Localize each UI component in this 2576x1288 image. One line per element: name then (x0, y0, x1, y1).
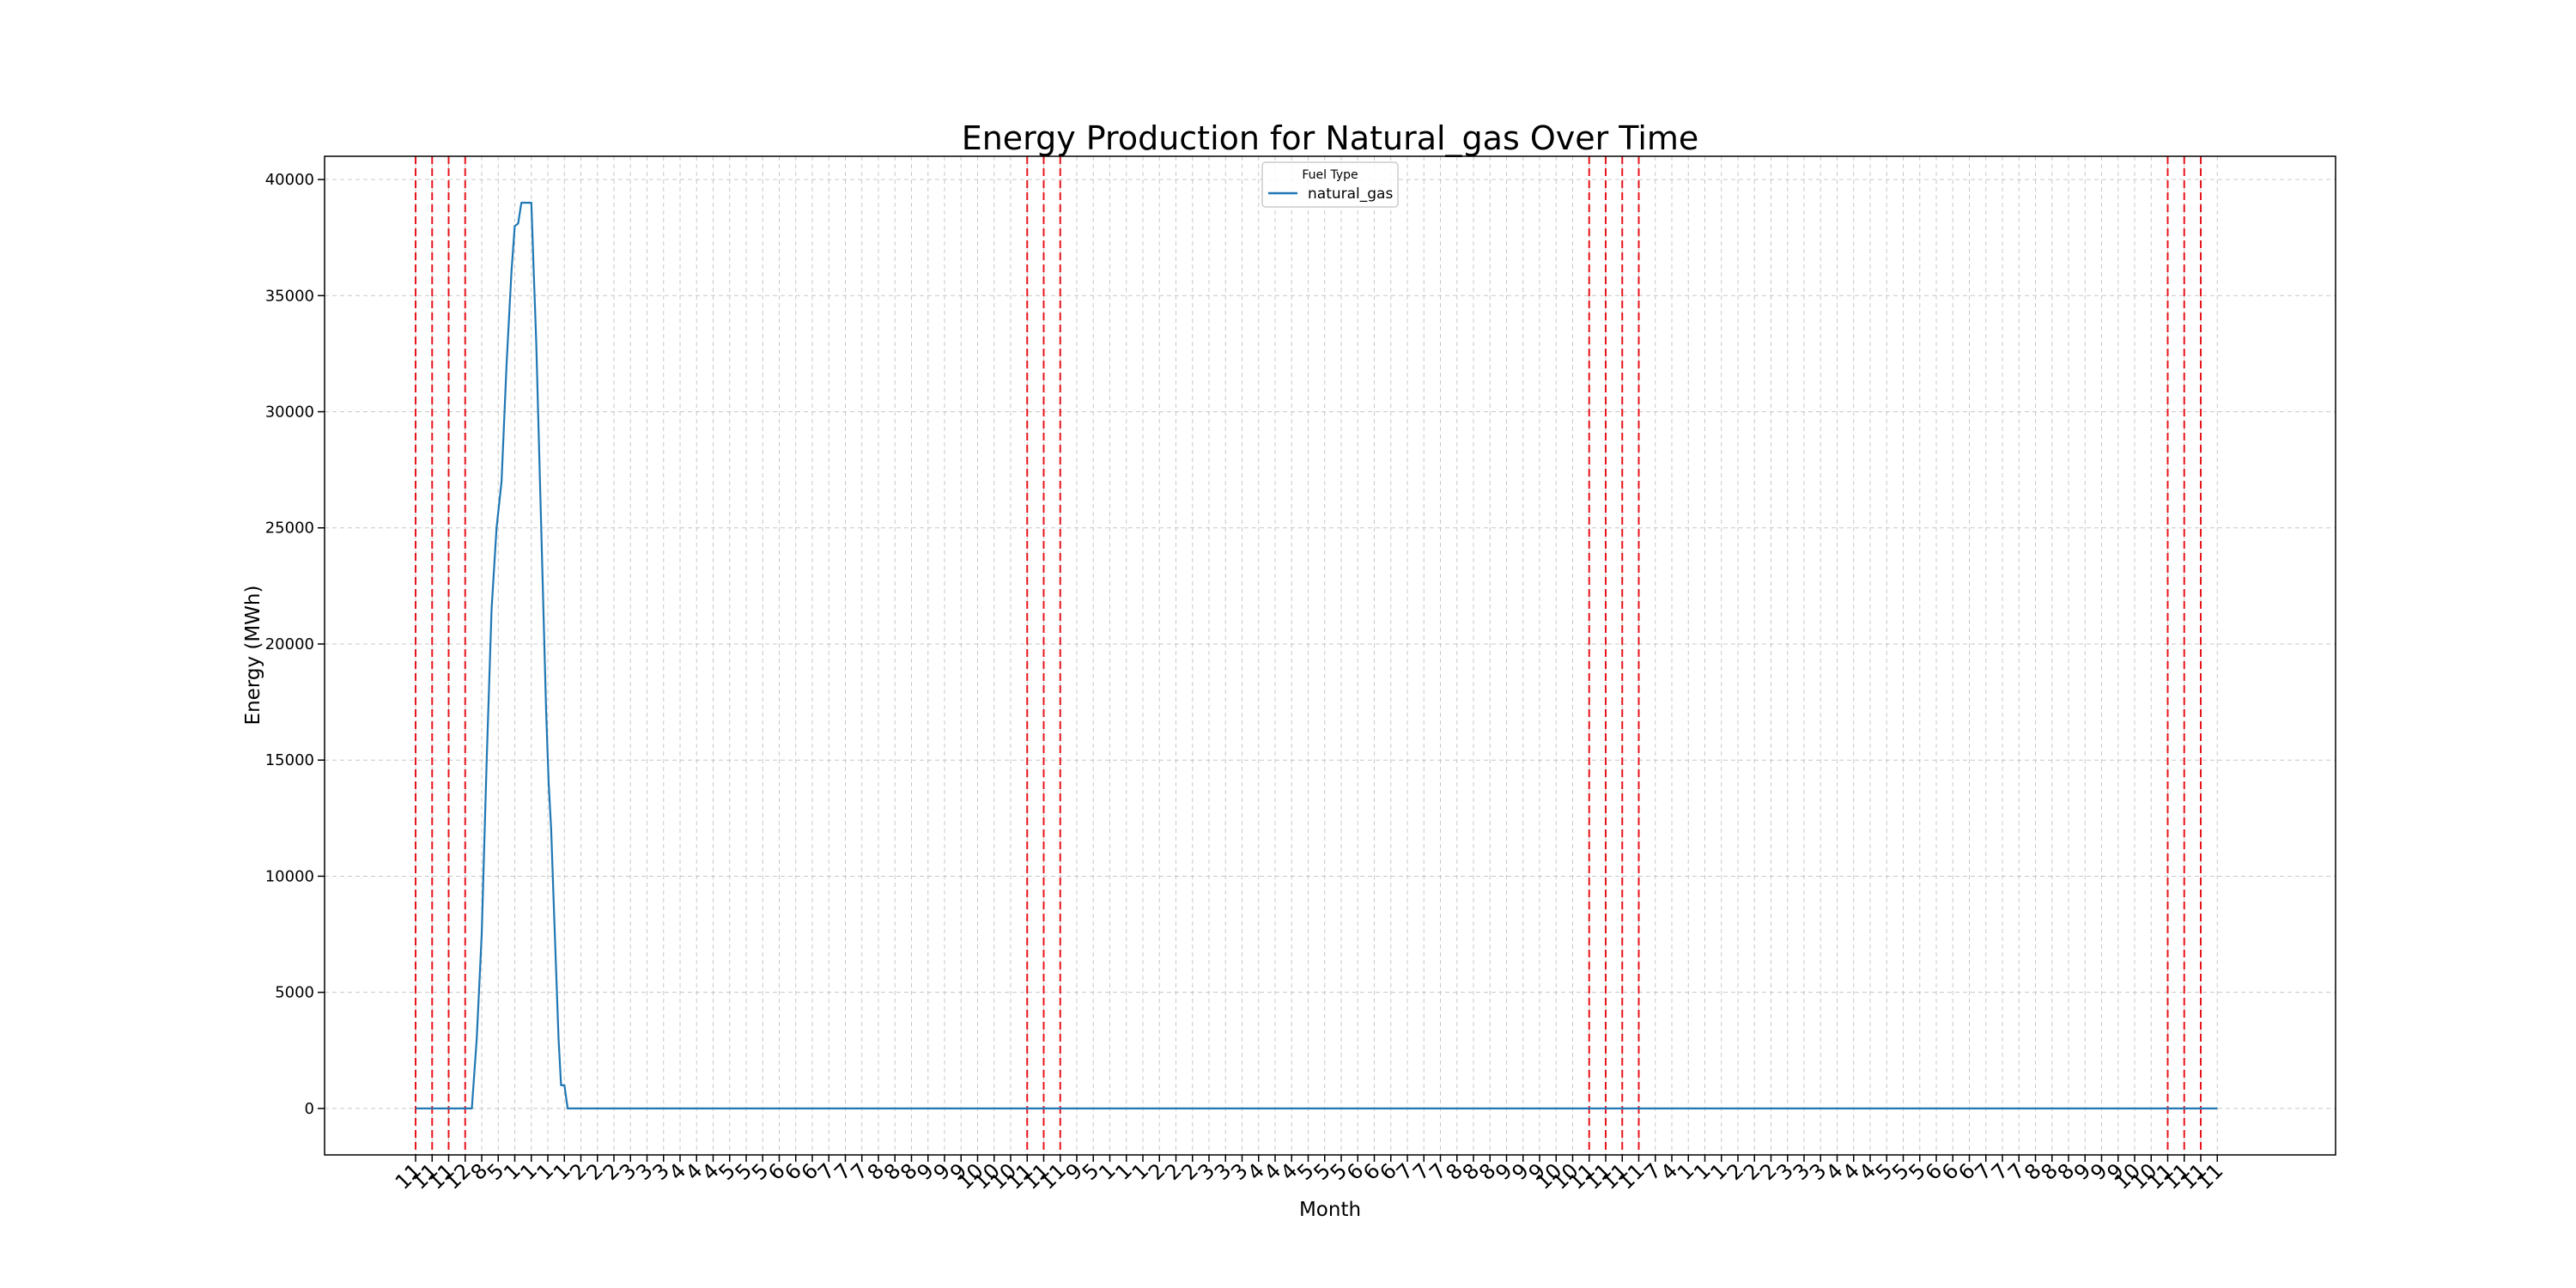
legend: Fuel Type natural_gas (1261, 161, 1399, 208)
plot-frame (324, 155, 2336, 1156)
y-tick-label: 5000 (275, 984, 314, 1002)
event-markers (415, 156, 2202, 1155)
legend-box (1261, 161, 1399, 208)
x-axis-label: Month (1299, 1199, 1361, 1221)
y-tick-label: 10000 (265, 867, 314, 885)
y-axis-label: Energy (MWh) (242, 586, 264, 726)
y-tick-label: 0 (305, 1100, 314, 1118)
y-tick-label: 15000 (265, 751, 314, 769)
legend-label-natural-gas: natural_gas (1308, 185, 1393, 203)
y-axis: 0 5000 10000 15000 20000 25000 30000 35000 40000 (265, 171, 325, 1118)
series-line-natural-gas (416, 202, 2218, 1109)
x-axis: 1111111285111122233344455566677788899910… (391, 1155, 2227, 1194)
grid (325, 156, 2336, 1155)
y-tick-label: 25000 (265, 519, 314, 538)
series-layer (416, 202, 2218, 1109)
chart-title: Energy Production for Natural_gas Over T… (962, 119, 1699, 157)
y-tick-label: 30000 (265, 404, 314, 422)
y-tick-label: 35000 (265, 287, 314, 305)
y-tick-label: 40000 (265, 171, 314, 189)
y-tick-label: 20000 (265, 635, 314, 653)
legend-title: Fuel Type (1302, 168, 1358, 182)
